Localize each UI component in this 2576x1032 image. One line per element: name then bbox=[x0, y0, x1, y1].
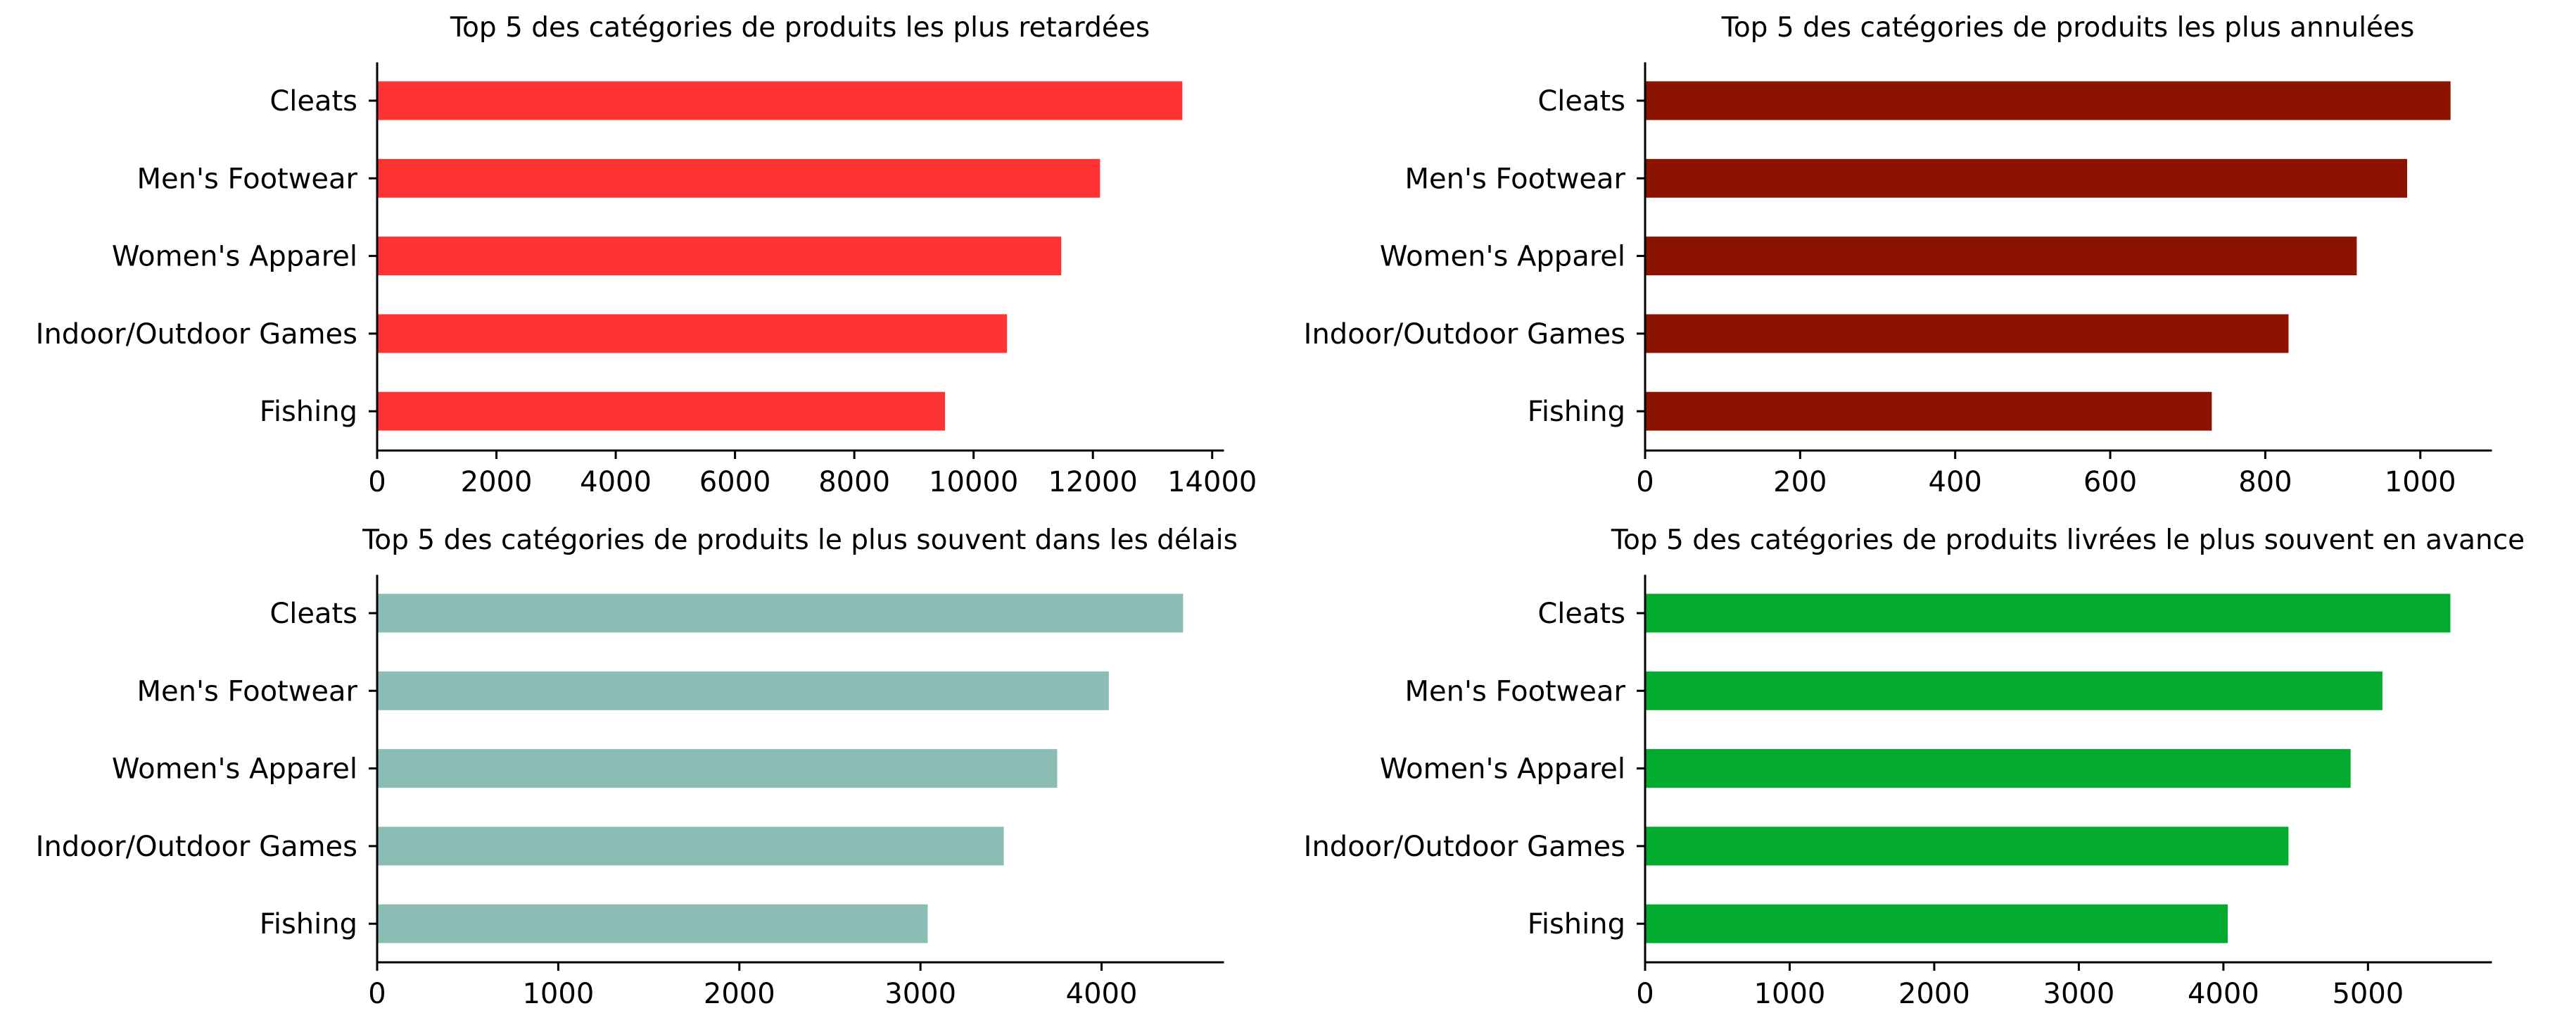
x-tick-label: 1000 bbox=[522, 978, 594, 1010]
x-tick-label: 1000 bbox=[2385, 466, 2456, 498]
chart-panel-4: Top 5 des catégories de produits livrées… bbox=[1304, 524, 2525, 1010]
bar bbox=[1645, 593, 2451, 633]
x-tick-label: 4000 bbox=[1066, 978, 1138, 1010]
x-tick-label: 400 bbox=[1929, 466, 1982, 498]
bar bbox=[377, 237, 1062, 276]
x-tick-label: 2000 bbox=[704, 978, 775, 1010]
chart-title: Top 5 des catégories de produits les plu… bbox=[1721, 12, 2415, 44]
category-label: Women's Apparel bbox=[1380, 241, 1625, 273]
bar bbox=[1645, 826, 2289, 866]
category-label: Men's Footwear bbox=[137, 675, 357, 707]
x-tick-label: 8000 bbox=[818, 466, 890, 498]
bar bbox=[1645, 81, 2451, 120]
category-label: Cleats bbox=[1537, 85, 1625, 118]
bar bbox=[377, 314, 1008, 353]
bar bbox=[1645, 904, 2228, 943]
chart-title: Top 5 des catégories de produits livrées… bbox=[1611, 524, 2525, 556]
category-label: Women's Apparel bbox=[112, 241, 357, 273]
bar bbox=[377, 81, 1183, 120]
x-tick-label: 0 bbox=[1636, 466, 1654, 498]
x-tick-label: 0 bbox=[368, 978, 386, 1010]
x-tick-label: 2000 bbox=[1898, 978, 1970, 1010]
x-tick-label: 10000 bbox=[929, 466, 1018, 498]
bar bbox=[377, 749, 1058, 788]
category-label: Indoor/Outdoor Games bbox=[36, 318, 357, 351]
x-tick-label: 0 bbox=[1636, 978, 1654, 1010]
bar bbox=[1645, 314, 2289, 353]
x-tick-label: 3000 bbox=[884, 978, 956, 1010]
category-label: Cleats bbox=[1537, 598, 1625, 630]
bar bbox=[377, 826, 1004, 866]
category-label: Men's Footwear bbox=[1404, 163, 1625, 195]
category-label: Men's Footwear bbox=[137, 163, 357, 195]
category-label: Indoor/Outdoor Games bbox=[1304, 318, 1625, 351]
x-tick-label: 6000 bbox=[699, 466, 771, 498]
category-label: Women's Apparel bbox=[112, 753, 357, 786]
chart-panel-2: Top 5 des catégories de produits les plu… bbox=[1304, 12, 2492, 498]
x-tick-label: 3000 bbox=[2043, 978, 2115, 1010]
x-tick-label: 5000 bbox=[2332, 978, 2404, 1010]
x-tick-label: 12000 bbox=[1048, 466, 1138, 498]
x-tick-label: 200 bbox=[1773, 466, 1827, 498]
category-label: Cleats bbox=[269, 85, 357, 118]
category-label: Cleats bbox=[269, 598, 357, 630]
x-tick-label: 14000 bbox=[1167, 466, 1257, 498]
category-label: Women's Apparel bbox=[1380, 753, 1625, 786]
category-label: Fishing bbox=[260, 908, 357, 940]
bar bbox=[1645, 749, 2351, 788]
bar bbox=[1645, 671, 2383, 710]
chart-title: Top 5 des catégories de produits le plus… bbox=[362, 524, 1238, 556]
x-tick-label: 2000 bbox=[461, 466, 533, 498]
bar bbox=[377, 391, 945, 431]
bar bbox=[1645, 237, 2357, 276]
category-label: Men's Footwear bbox=[1404, 675, 1625, 707]
x-tick-label: 800 bbox=[2238, 466, 2292, 498]
bar bbox=[377, 671, 1109, 710]
x-tick-label: 4000 bbox=[2188, 978, 2259, 1010]
x-tick-label: 4000 bbox=[580, 466, 652, 498]
chart-panel-3: Top 5 des catégories de produits le plus… bbox=[36, 524, 1238, 1010]
category-label: Indoor/Outdoor Games bbox=[1304, 831, 1625, 863]
chart-panel-1: Top 5 des catégories de produits les plu… bbox=[36, 12, 1257, 498]
bar bbox=[1645, 158, 2408, 198]
category-label: Fishing bbox=[1528, 908, 1625, 940]
x-tick-label: 1000 bbox=[1754, 978, 1826, 1010]
category-label: Indoor/Outdoor Games bbox=[36, 831, 357, 863]
x-tick-label: 600 bbox=[2083, 466, 2137, 498]
bar bbox=[1645, 391, 2212, 431]
bar bbox=[377, 593, 1184, 633]
chart-title: Top 5 des catégories de produits les plu… bbox=[450, 12, 1150, 44]
category-label: Fishing bbox=[1528, 396, 1625, 428]
bar bbox=[377, 904, 928, 943]
bar bbox=[377, 158, 1100, 198]
x-tick-label: 0 bbox=[368, 466, 386, 498]
category-label: Fishing bbox=[260, 396, 357, 428]
